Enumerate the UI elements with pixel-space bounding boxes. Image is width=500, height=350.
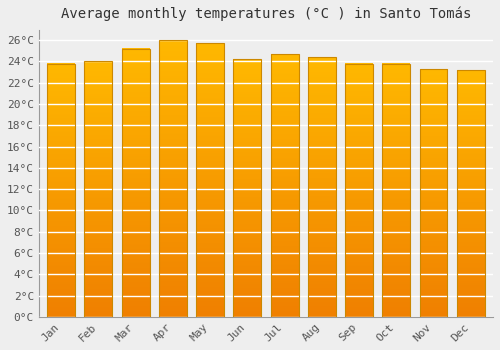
- Bar: [345, 64, 373, 317]
- Bar: [159, 40, 187, 317]
- Bar: [457, 70, 484, 317]
- Bar: [84, 62, 112, 317]
- Bar: [270, 54, 298, 317]
- Bar: [122, 49, 150, 317]
- Bar: [196, 43, 224, 317]
- Bar: [382, 64, 410, 317]
- Title: Average monthly temperatures (°C ) in Santo Tomás: Average monthly temperatures (°C ) in Sa…: [60, 7, 471, 21]
- Bar: [308, 57, 336, 317]
- Bar: [47, 64, 75, 317]
- Bar: [420, 69, 448, 317]
- Bar: [234, 60, 262, 317]
